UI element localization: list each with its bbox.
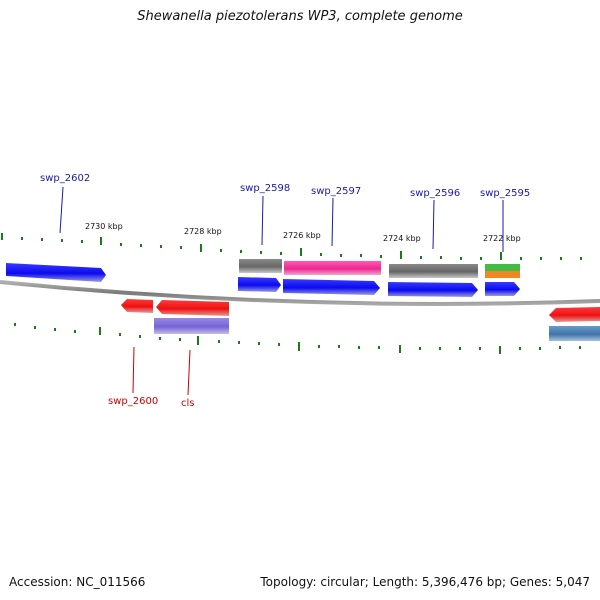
gene-label-swp-2602: swp_2602 — [40, 173, 90, 184]
gene-swp-2596-gray[interactable] — [389, 264, 478, 278]
label-leaders — [59, 186, 504, 396]
upper-tick-row — [1, 233, 582, 260]
gene-cls-purple[interactable] — [154, 318, 229, 334]
gene-label-swp-2595: swp_2595 — [480, 188, 530, 199]
scale-label: 2728 kbp — [184, 227, 222, 236]
genome-backbone — [0, 280, 600, 306]
gene-label-cls: cls — [181, 398, 195, 409]
genome-summary-text: Topology: circular; Length: 5,396,476 bp… — [260, 575, 590, 589]
accession-text: Accession: NC_011566 — [9, 575, 146, 589]
gene-swp-2596[interactable] — [388, 282, 478, 297]
scale-label: 2724 kbp — [383, 234, 421, 243]
gene-label-swp-2600: swp_2600 — [108, 396, 158, 407]
gene-swp-2602[interactable] — [6, 263, 106, 282]
gene-swp-2598[interactable] — [238, 277, 281, 292]
gene-cls[interactable] — [156, 300, 229, 316]
gene-gray-2598[interactable] — [239, 259, 282, 273]
scale-label: 2730 kbp — [85, 222, 123, 231]
gene-label-swp-2597: swp_2597 — [311, 186, 361, 197]
gene-swp-2600[interactable] — [121, 299, 153, 313]
gene-swp-2597[interactable] — [284, 261, 381, 275]
gene-swp-2595[interactable] — [485, 282, 520, 296]
gene-swp-2595-orange[interactable] — [485, 271, 520, 278]
gene-label-swp-2598: swp_2598 — [240, 183, 290, 194]
genome-title: Shewanella piezotolerans WP3, complete g… — [137, 9, 463, 24]
gene-label-swp-2596: swp_2596 — [410, 188, 460, 199]
scale-label: 2722 kbp — [483, 234, 521, 243]
gene-swp-2595-green[interactable] — [485, 264, 520, 271]
lower-tick-row — [14, 323, 581, 354]
scale-label: 2726 kbp — [283, 231, 321, 240]
gene-red-right-edge[interactable] — [549, 307, 600, 322]
gene-swp-2597-blue[interactable] — [283, 279, 380, 295]
gene-steelblue-right-edge[interactable] — [549, 326, 600, 341]
